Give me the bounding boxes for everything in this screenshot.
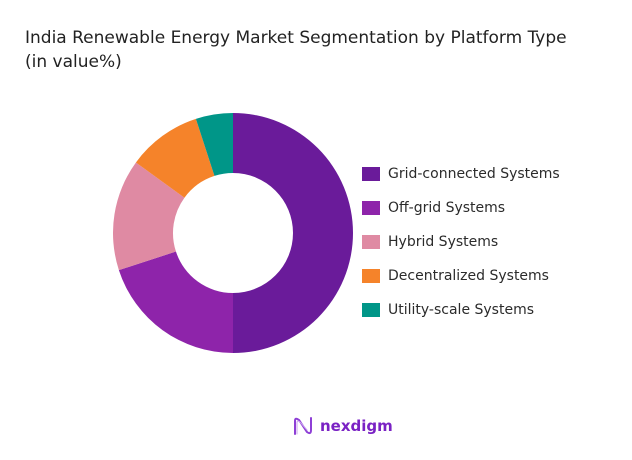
legend-label: Grid-connected Systems	[388, 166, 560, 182]
donut-chart	[113, 113, 353, 353]
brand-name: nexdigm	[320, 417, 393, 435]
donut-slice	[233, 113, 353, 353]
donut-slice	[113, 162, 185, 271]
chart-title: India Renewable Energy Market Segmentati…	[25, 26, 625, 74]
legend-label: Hybrid Systems	[388, 234, 499, 250]
legend-swatch	[362, 167, 380, 181]
donut-slice	[118, 251, 233, 353]
donut-slice	[195, 113, 233, 176]
legend-item: Grid-connected Systems	[362, 157, 560, 191]
legend-item: Utility-scale Systems	[362, 293, 560, 327]
chart-title-line2: (in value%)	[25, 52, 122, 72]
legend-label: Decentralized Systems	[388, 268, 549, 284]
brand-logo: nexdigm	[292, 415, 393, 437]
legend-swatch	[362, 269, 380, 283]
chart-legend: Grid-connected Systems Off-grid Systems …	[362, 157, 560, 327]
donut-slice	[135, 118, 215, 198]
legend-label: Off-grid Systems	[388, 200, 506, 216]
legend-item: Decentralized Systems	[362, 259, 560, 293]
legend-item: Hybrid Systems	[362, 225, 560, 259]
nexdigm-wave-icon	[294, 417, 312, 435]
legend-swatch	[362, 201, 380, 215]
legend-swatch	[362, 303, 380, 317]
legend-label: Utility-scale Systems	[388, 302, 535, 318]
legend-swatch	[362, 235, 380, 249]
chart-title-line1: India Renewable Energy Market Segmentati…	[25, 28, 567, 48]
legend-item: Off-grid Systems	[362, 191, 560, 225]
